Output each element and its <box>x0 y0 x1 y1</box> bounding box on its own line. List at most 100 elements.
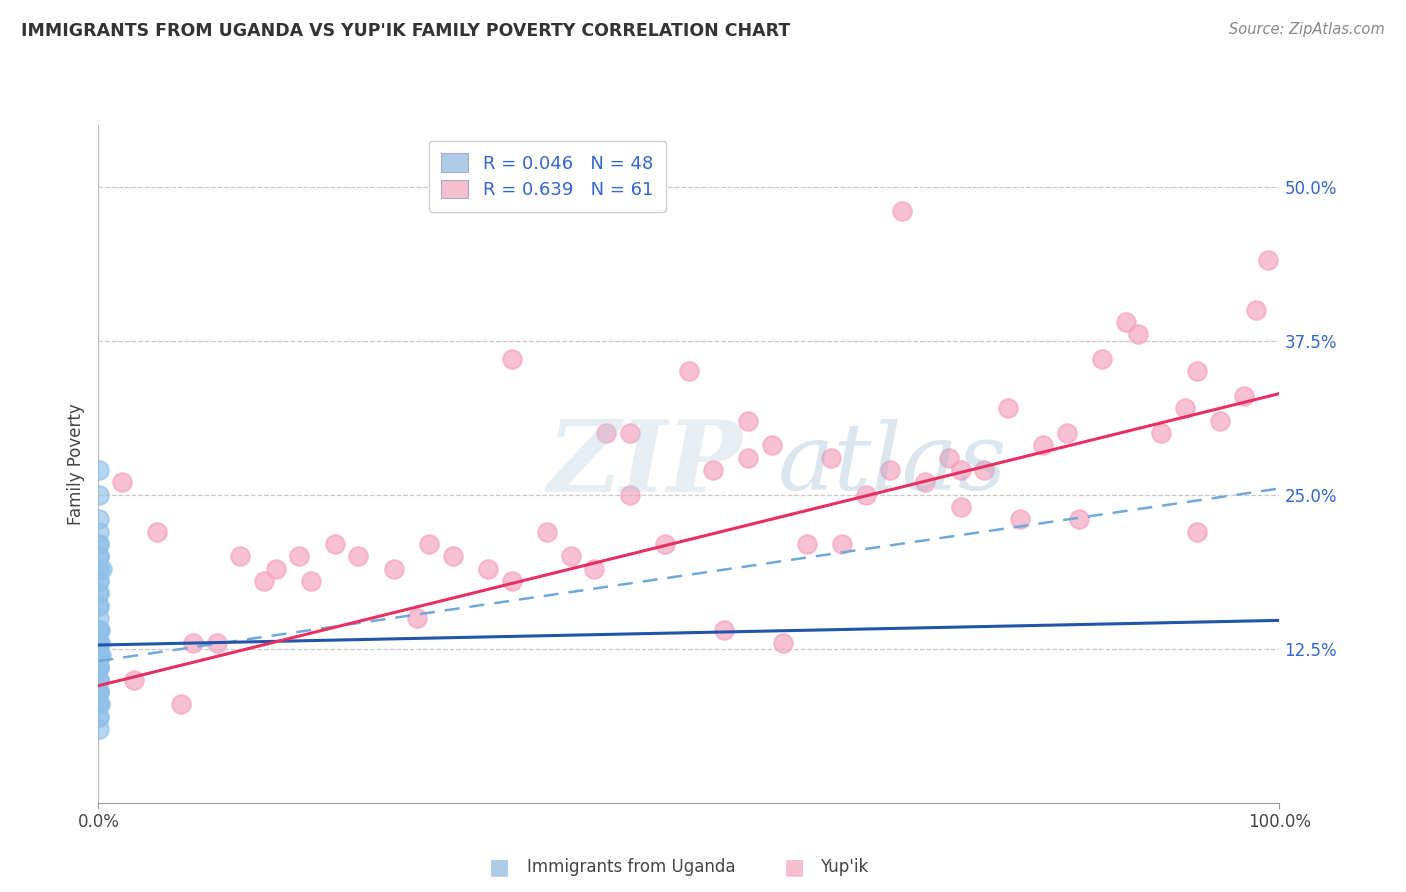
Point <box>87 635 110 649</box>
Text: IMMIGRANTS FROM UGANDA VS YUP'IK FAMILY POVERTY CORRELATION CHART: IMMIGRANTS FROM UGANDA VS YUP'IK FAMILY … <box>21 22 790 40</box>
Point <box>87 697 110 711</box>
Point <box>90 561 112 575</box>
Point <box>87 549 110 564</box>
Text: Immigrants from Uganda: Immigrants from Uganda <box>527 858 735 876</box>
Point <box>288 549 311 564</box>
Point <box>89 624 111 638</box>
Point <box>87 660 110 674</box>
Point <box>87 549 110 564</box>
Point <box>1067 512 1090 526</box>
Point <box>87 648 110 662</box>
Point <box>181 635 204 649</box>
Point <box>737 450 759 465</box>
Point <box>87 673 110 687</box>
Point <box>87 648 110 662</box>
Point <box>1185 524 1208 539</box>
Point <box>87 611 110 625</box>
Point <box>938 450 960 465</box>
Point <box>87 648 110 662</box>
Point <box>1032 438 1054 452</box>
Point <box>89 648 111 662</box>
Point <box>229 549 252 564</box>
Point <box>820 450 842 465</box>
Point <box>1185 364 1208 378</box>
Point <box>111 475 134 490</box>
Y-axis label: Family Poverty: Family Poverty <box>67 403 86 524</box>
Point <box>879 463 901 477</box>
Point <box>737 414 759 428</box>
Point <box>264 561 287 575</box>
Point <box>89 537 111 551</box>
Point <box>87 685 110 699</box>
Point <box>87 660 110 674</box>
Point <box>560 549 582 564</box>
Point <box>87 488 110 502</box>
Point <box>89 648 111 662</box>
Point <box>87 537 110 551</box>
Point <box>761 438 783 452</box>
Point <box>87 685 110 699</box>
Point <box>87 512 110 526</box>
Point <box>1209 414 1232 428</box>
Text: Yup'ik: Yup'ik <box>820 858 868 876</box>
Text: ■: ■ <box>489 857 509 877</box>
Point <box>87 599 110 613</box>
Point <box>87 635 110 649</box>
Point <box>382 561 405 575</box>
Point <box>87 524 110 539</box>
Point <box>914 475 936 490</box>
Point <box>1150 425 1173 440</box>
Point <box>583 561 606 575</box>
Legend: R = 0.046   N = 48, R = 0.639   N = 61: R = 0.046 N = 48, R = 0.639 N = 61 <box>429 141 666 212</box>
Point <box>87 574 110 588</box>
Point <box>536 524 558 539</box>
Point <box>89 635 111 649</box>
Point <box>831 537 853 551</box>
Point <box>1244 302 1267 317</box>
Point <box>997 401 1019 416</box>
Point <box>89 697 111 711</box>
Point <box>87 673 110 687</box>
Point <box>347 549 370 564</box>
Point <box>1233 389 1256 403</box>
Point <box>205 635 228 649</box>
Point <box>87 648 110 662</box>
Point <box>713 624 735 638</box>
Point <box>89 685 111 699</box>
Point <box>170 697 193 711</box>
Point <box>299 574 322 588</box>
Point <box>87 660 110 674</box>
Point <box>949 463 972 477</box>
Point <box>89 709 111 723</box>
Point <box>87 599 110 613</box>
Point <box>89 624 111 638</box>
Point <box>1126 327 1149 342</box>
Point <box>323 537 346 551</box>
Text: Source: ZipAtlas.com: Source: ZipAtlas.com <box>1229 22 1385 37</box>
Point <box>89 586 111 600</box>
Point <box>87 673 110 687</box>
Text: atlas: atlas <box>778 419 1007 508</box>
Point <box>855 488 877 502</box>
Point <box>678 364 700 378</box>
Point <box>87 574 110 588</box>
Point <box>595 425 617 440</box>
Point <box>253 574 276 588</box>
Point <box>87 463 110 477</box>
Point <box>949 500 972 514</box>
Point <box>87 635 110 649</box>
Point <box>406 611 429 625</box>
Point <box>87 586 110 600</box>
Point <box>973 463 995 477</box>
Point <box>418 537 440 551</box>
Point <box>89 709 111 723</box>
Point <box>796 537 818 551</box>
Point <box>772 635 794 649</box>
Point <box>1008 512 1031 526</box>
Point <box>501 574 523 588</box>
Point <box>89 660 111 674</box>
Point <box>122 673 145 687</box>
Point <box>1257 253 1279 268</box>
Point <box>619 425 641 440</box>
Point <box>619 488 641 502</box>
